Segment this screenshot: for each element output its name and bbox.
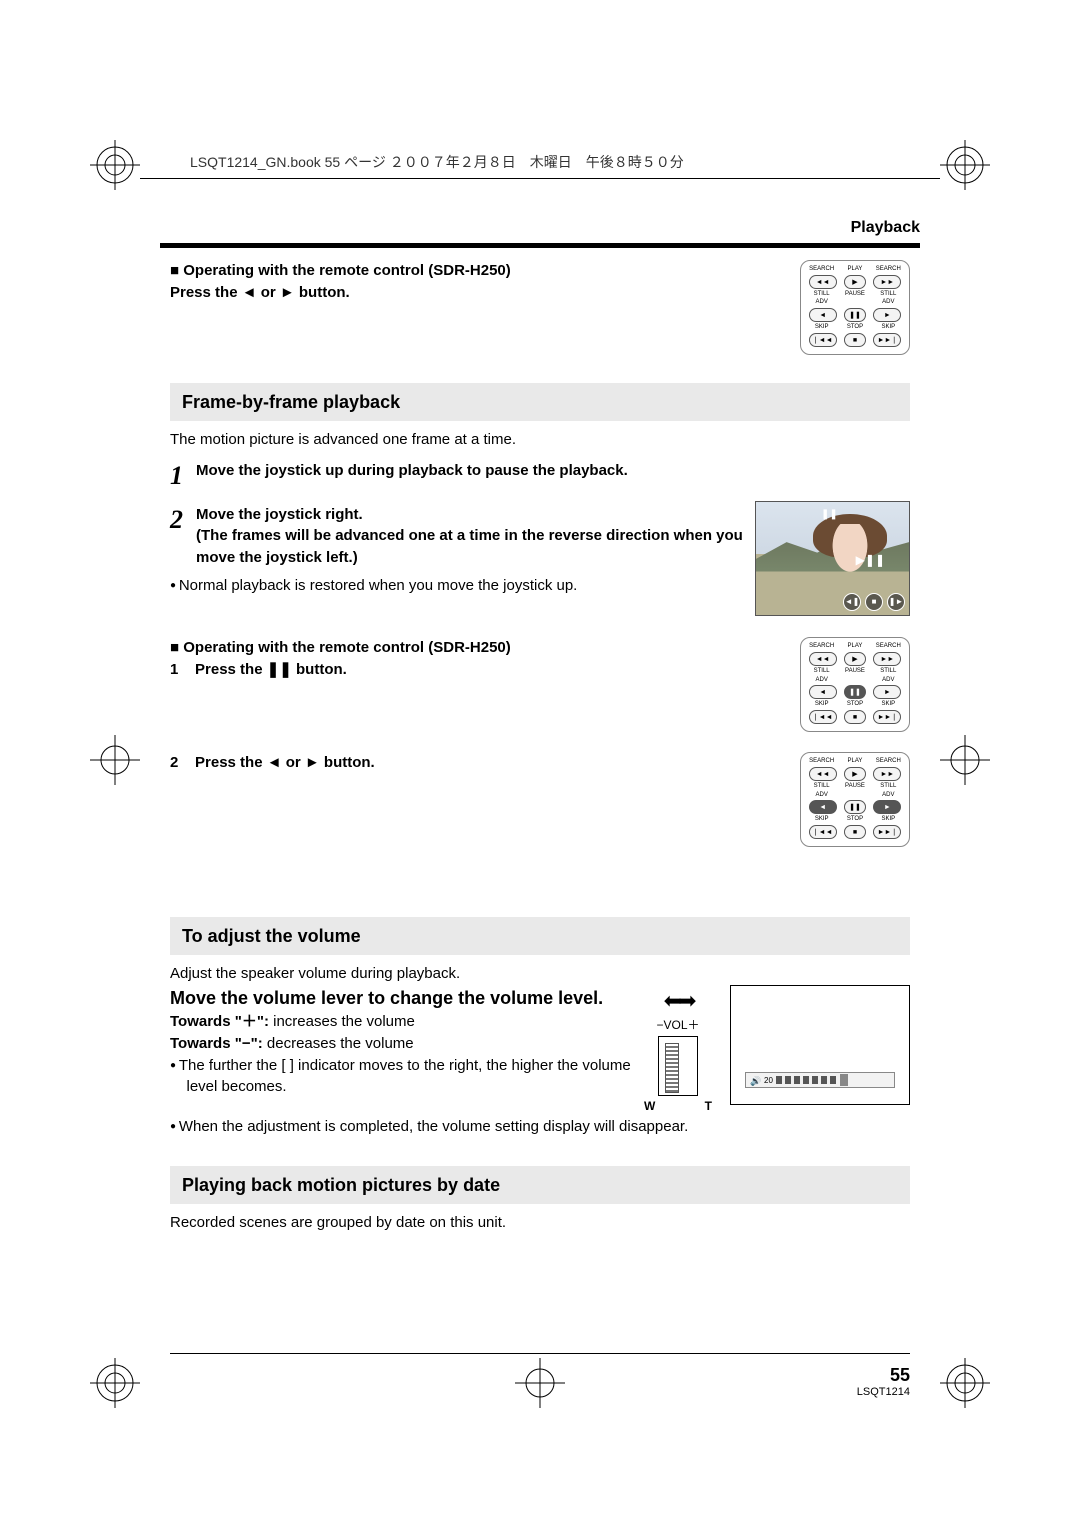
speaker-icon: 🔊 bbox=[750, 1075, 761, 1088]
section-rule bbox=[160, 243, 920, 248]
page-number: 55 bbox=[857, 1365, 910, 1386]
t-label: T bbox=[705, 1098, 712, 1115]
remote-control-figure: SEARCHPLAYSEARCH ◄◄▶►► STILL ADVPAUSESTI… bbox=[800, 637, 910, 732]
remote-control-figure: SEARCHPLAYSEARCH ◄◄▶►► STILL ADVPAUSESTI… bbox=[800, 260, 910, 355]
remote-press-line: Press the ◄ or ► button. bbox=[170, 282, 910, 304]
remote-label: SKIP bbox=[874, 323, 902, 332]
frame-caption: The motion picture is advanced one frame… bbox=[170, 429, 910, 451]
crop-mark-icon bbox=[940, 1358, 990, 1408]
book-meta-line: LSQT1214_GN.book 55 ページ ２００７年２月８日 木曜日 午後… bbox=[140, 150, 940, 179]
page-footer: 55 LSQT1214 bbox=[857, 1365, 910, 1398]
remote-label: SKIP bbox=[808, 323, 836, 332]
remote-label: PAUSE bbox=[841, 290, 869, 307]
step-1: 1 Move the joystick up during playback t… bbox=[170, 457, 910, 495]
crop-mark-icon bbox=[90, 140, 140, 190]
remote-step-2: 2 Press the ◄ or ► button. bbox=[170, 752, 910, 774]
vol-bullet-2: When the adjustment is completed, the vo… bbox=[170, 1116, 910, 1138]
heading-volume: To adjust the volume bbox=[170, 917, 910, 955]
arrow-icon: ⬅➡ bbox=[638, 985, 718, 1017]
playback-screen-figure: ❚❚ ▶❚❚ ◄❚■❚► bbox=[755, 501, 910, 616]
remote-label: STOP bbox=[841, 323, 869, 332]
heading-by-date: Playing back motion pictures by date bbox=[170, 1166, 910, 1204]
remote-label: SEARCH bbox=[874, 265, 902, 274]
remote-step-1: 1 Press the ❚❚ button. bbox=[170, 659, 910, 681]
crop-mark-icon bbox=[90, 735, 140, 785]
frame-fwd-icon: ❚► bbox=[887, 593, 905, 611]
section-label: Playback bbox=[140, 219, 940, 237]
volume-value: 20 bbox=[764, 1075, 773, 1087]
remote-label: SEARCH bbox=[808, 265, 836, 274]
remote-intro-2: Operating with the remote control (SDR-H… bbox=[170, 637, 910, 659]
remote-control-figure: SEARCHPLAYSEARCH ◄◄▶►► STILL ADVPAUSESTI… bbox=[800, 752, 910, 847]
step-text-line: (The frames will be advanced one at a ti… bbox=[196, 527, 743, 566]
step-text: Move the joystick up during playback to … bbox=[196, 457, 628, 482]
vol-label: −VOL＋ bbox=[638, 1017, 718, 1034]
heading-frame-by-frame: Frame-by-frame playback bbox=[170, 383, 910, 421]
w-label: W bbox=[644, 1098, 655, 1115]
step-number: 2 bbox=[170, 501, 196, 539]
step-text: Move the joystick right. (The frames wil… bbox=[196, 501, 745, 569]
remote-label: PLAY bbox=[841, 265, 869, 274]
volume-caption: Adjust the speaker volume during playbac… bbox=[170, 963, 910, 985]
page-content: LSQT1214_GN.book 55 ページ ２００７年２月８日 木曜日 午後… bbox=[140, 150, 940, 1398]
play-pause-icon: ▶❚❚ bbox=[856, 552, 885, 569]
doc-code: LSQT1214 bbox=[857, 1386, 910, 1398]
step-text-line: Move the joystick right. bbox=[196, 506, 363, 523]
frame-back-icon: ◄❚ bbox=[843, 593, 861, 611]
stop-icon: ■ bbox=[865, 593, 883, 611]
pause-icon: ❚❚ bbox=[821, 508, 831, 518]
crop-mark-icon bbox=[940, 735, 990, 785]
volume-figure: ⬅➡ −VOL＋ W T 🔊20 bbox=[638, 985, 910, 1116]
remote-label: STILL ADV bbox=[874, 290, 902, 307]
date-caption: Recorded scenes are grouped by date on t… bbox=[170, 1212, 910, 1234]
step-2: 2 Move the joystick right. (The frames w… bbox=[170, 501, 745, 569]
remote-label: STILL ADV bbox=[808, 290, 836, 307]
crop-mark-icon bbox=[940, 140, 990, 190]
step-number: 1 bbox=[170, 457, 196, 495]
crop-mark-icon bbox=[90, 1358, 140, 1408]
remote-intro: Operating with the remote control (SDR-H… bbox=[170, 260, 910, 282]
